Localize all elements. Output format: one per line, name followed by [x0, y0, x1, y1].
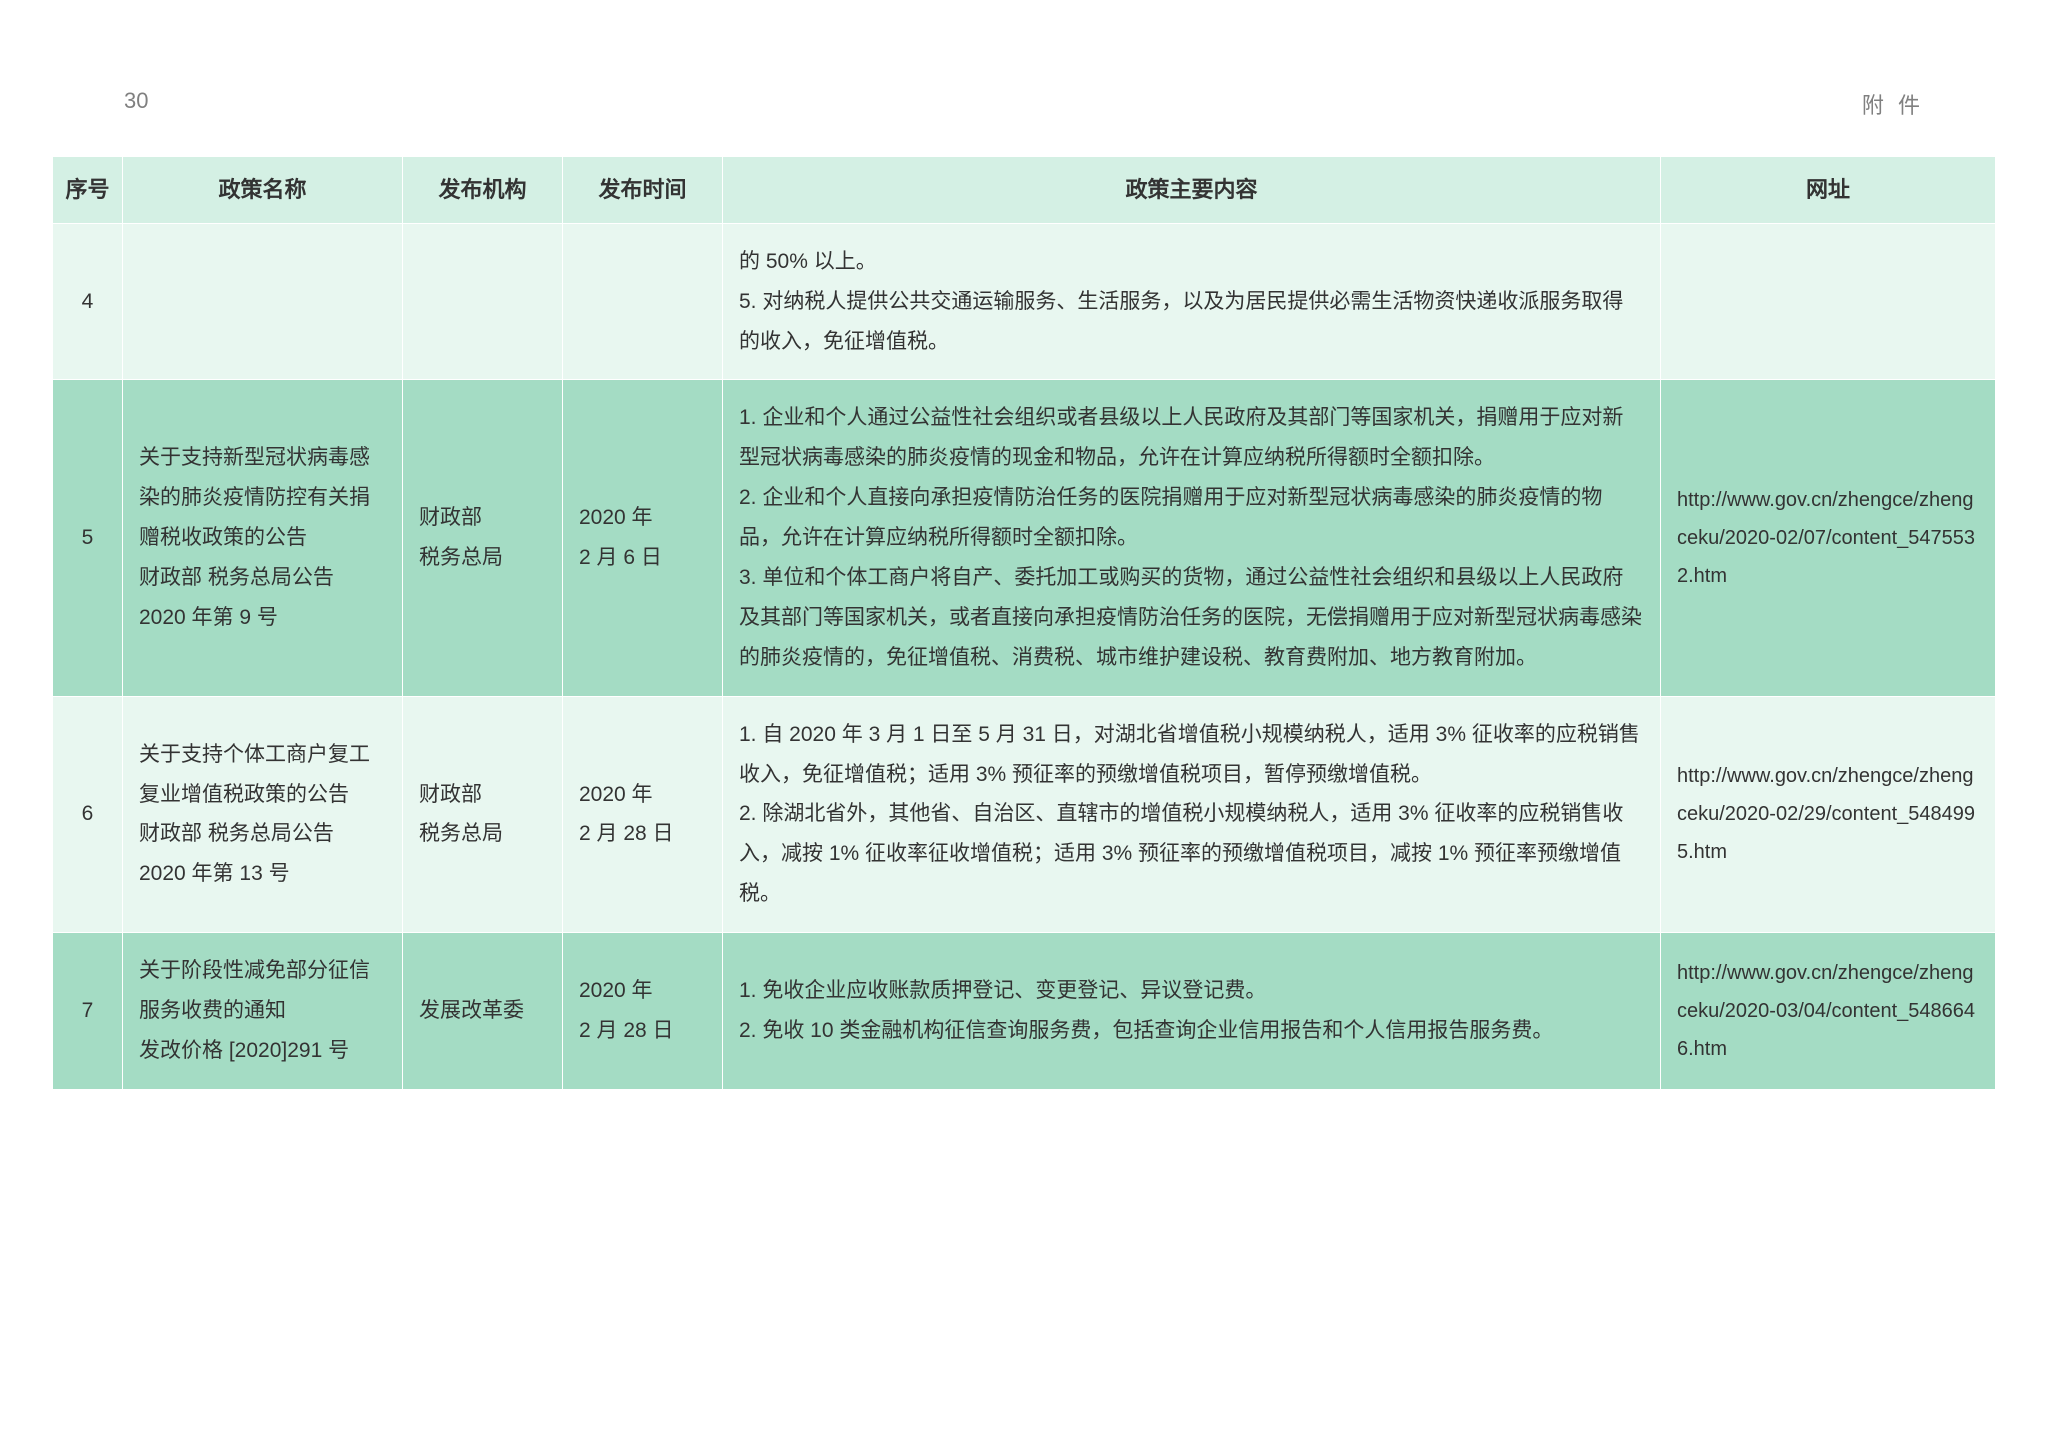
cell-org: [403, 223, 563, 380]
table-row: 5 关于支持新型冠状病毒感染的肺炎疫情防控有关捐赠税收政策的公告财政部 税务总局…: [53, 380, 1996, 696]
cell-name: 关于支持新型冠状病毒感染的肺炎疫情防控有关捐赠税收政策的公告财政部 税务总局公告…: [123, 380, 403, 696]
page-number: 30: [124, 88, 148, 120]
col-header-name: 政策名称: [123, 157, 403, 224]
cell-date: [563, 223, 723, 380]
cell-idx: 4: [53, 223, 123, 380]
cell-url: http://www.gov.cn/zhengce/zhengceku/2020…: [1661, 933, 1996, 1090]
cell-idx: 6: [53, 696, 123, 932]
page-header: 30 附 件: [124, 88, 1924, 120]
section-label: 附 件: [1862, 88, 1924, 120]
cell-name: 关于支持个体工商户复工复业增值税政策的公告财政部 税务总局公告2020 年第 1…: [123, 696, 403, 932]
cell-content: 1. 企业和个人通过公益性社会组织或者县级以上人民政府及其部门等国家机关，捐赠用…: [723, 380, 1661, 696]
cell-org: 财政部税务总局: [403, 696, 563, 932]
table-row: 4 的 50% 以上。5. 对纳税人提供公共交通运输服务、生活服务，以及为居民提…: [53, 223, 1996, 380]
col-header-idx: 序号: [53, 157, 123, 224]
col-header-date: 发布时间: [563, 157, 723, 224]
cell-url: [1661, 223, 1996, 380]
table-header-row: 序号 政策名称 发布机构 发布时间 政策主要内容 网址: [53, 157, 1996, 224]
cell-name: [123, 223, 403, 380]
table-body: 4 的 50% 以上。5. 对纳税人提供公共交通运输服务、生活服务，以及为居民提…: [53, 223, 1996, 1089]
cell-org: 发展改革委: [403, 933, 563, 1090]
col-header-url: 网址: [1661, 157, 1996, 224]
cell-url: http://www.gov.cn/zhengce/zhengceku/2020…: [1661, 696, 1996, 932]
cell-content: 1. 免收企业应收账款质押登记、变更登记、异议登记费。2. 免收 10 类金融机…: [723, 933, 1661, 1090]
cell-content: 的 50% 以上。5. 对纳税人提供公共交通运输服务、生活服务，以及为居民提供必…: [723, 223, 1661, 380]
cell-date: 2020 年2 月 6 日: [563, 380, 723, 696]
cell-name: 关于阶段性减免部分征信服务收费的通知发改价格 [2020]291 号: [123, 933, 403, 1090]
cell-date: 2020 年2 月 28 日: [563, 696, 723, 932]
cell-content: 1. 自 2020 年 3 月 1 日至 5 月 31 日，对湖北省增值税小规模…: [723, 696, 1661, 932]
col-header-content: 政策主要内容: [723, 157, 1661, 224]
table-row: 7 关于阶段性减免部分征信服务收费的通知发改价格 [2020]291 号 发展改…: [53, 933, 1996, 1090]
policy-table: 序号 政策名称 发布机构 发布时间 政策主要内容 网址 4 的 50% 以上。5…: [52, 156, 1996, 1090]
cell-url: http://www.gov.cn/zhengce/zhengceku/2020…: [1661, 380, 1996, 696]
cell-idx: 7: [53, 933, 123, 1090]
table-row: 6 关于支持个体工商户复工复业增值税政策的公告财政部 税务总局公告2020 年第…: [53, 696, 1996, 932]
cell-idx: 5: [53, 380, 123, 696]
cell-org: 财政部税务总局: [403, 380, 563, 696]
col-header-org: 发布机构: [403, 157, 563, 224]
cell-date: 2020 年2 月 28 日: [563, 933, 723, 1090]
